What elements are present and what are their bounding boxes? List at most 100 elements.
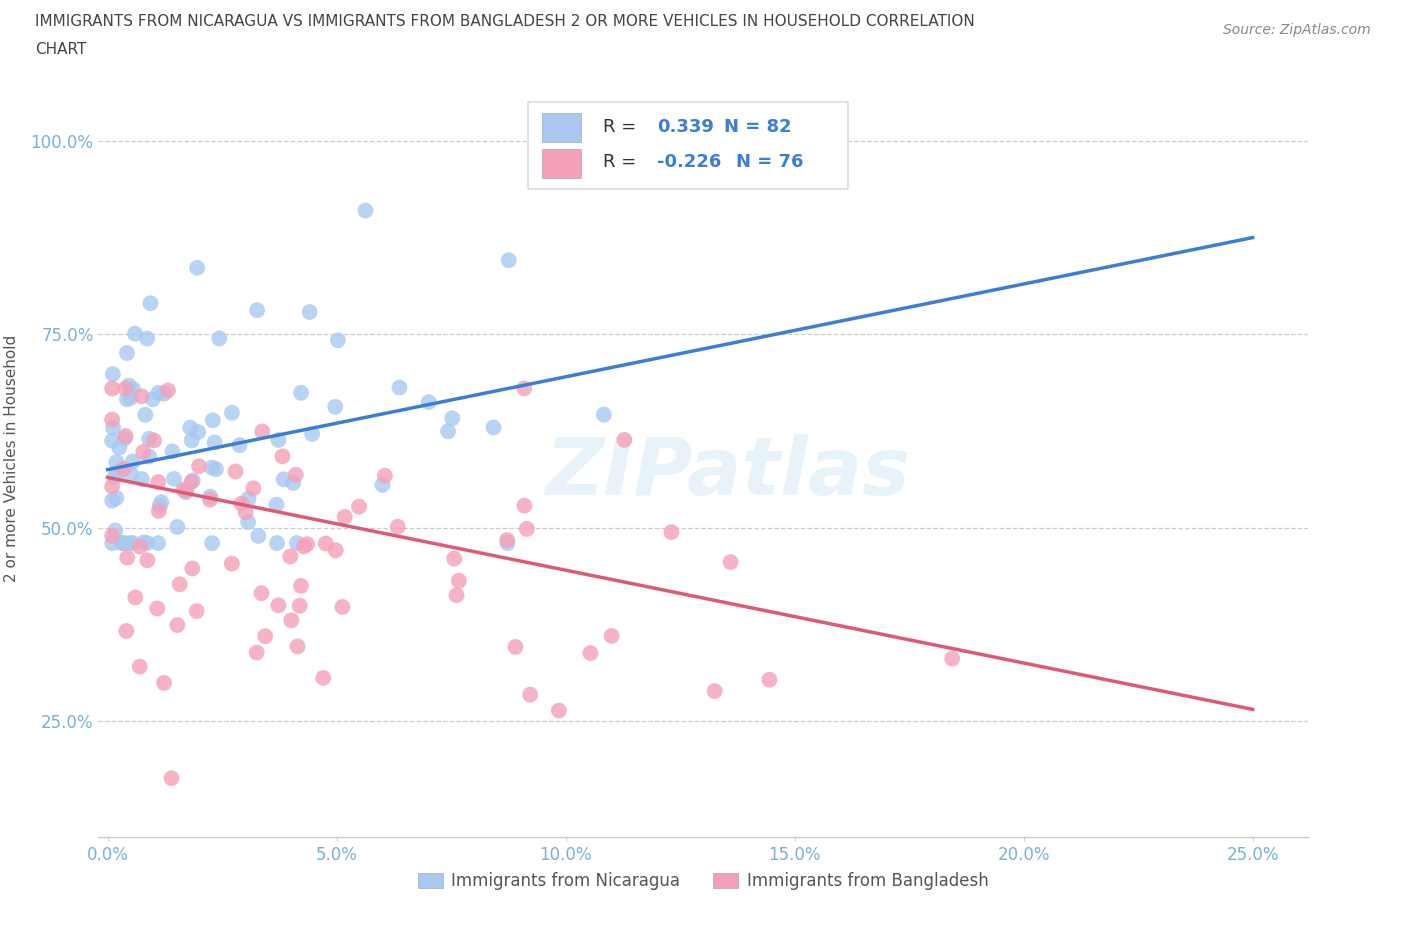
Point (446, 588, 468, 603)
Point (374, 469, 396, 484)
Point (115, 551, 138, 565)
Point (281, 475, 304, 490)
Point (505, 640, 527, 655)
Point (941, 651, 963, 666)
Point (162, 444, 184, 458)
Point (758, 672, 780, 687)
Point (163, 472, 186, 486)
Point (323, 399, 346, 414)
Point (354, 203, 377, 218)
Point (326, 333, 349, 348)
Point (201, 460, 224, 475)
Point (146, 536, 169, 551)
Point (516, 522, 538, 537)
Point (592, 407, 614, 422)
Point (134, 407, 156, 422)
Text: -0.226: -0.226 (657, 153, 721, 171)
Point (267, 432, 290, 447)
Point (332, 600, 354, 615)
Point (312, 671, 335, 685)
Point (246, 645, 269, 660)
Point (437, 424, 460, 439)
Point (186, 604, 208, 618)
Point (149, 498, 172, 513)
Text: CHART: CHART (35, 42, 87, 57)
Point (482, 420, 505, 435)
Point (292, 539, 315, 554)
Point (301, 427, 323, 442)
Point (200, 489, 222, 504)
Legend: Immigrants from Nicaragua, Immigrants from Bangladesh: Immigrants from Nicaragua, Immigrants fr… (411, 866, 995, 897)
Point (205, 461, 228, 476)
Point (120, 467, 142, 482)
Point (180, 474, 202, 489)
Point (139, 296, 162, 311)
Point (166, 520, 188, 535)
Point (188, 458, 211, 473)
Text: Source: ZipAtlas.com: Source: ZipAtlas.com (1223, 23, 1371, 37)
Point (720, 554, 742, 569)
Point (267, 598, 290, 613)
Y-axis label: 2 or more Vehicles in Household: 2 or more Vehicles in Household (4, 335, 20, 581)
Point (235, 505, 257, 520)
Point (496, 536, 519, 551)
FancyBboxPatch shape (543, 113, 581, 142)
Point (290, 578, 312, 593)
FancyBboxPatch shape (543, 149, 581, 178)
Point (179, 420, 201, 435)
Point (104, 523, 127, 538)
Point (114, 536, 136, 551)
Point (136, 331, 159, 346)
Point (107, 466, 129, 481)
Text: ZIPatlas: ZIPatlas (544, 434, 910, 512)
Point (273, 472, 295, 486)
Point (371, 477, 394, 492)
Point (138, 432, 160, 446)
Point (146, 601, 169, 616)
Point (122, 454, 145, 469)
Point (169, 577, 191, 591)
Point (120, 536, 142, 551)
Point (613, 432, 636, 447)
Point (298, 305, 321, 320)
Point (115, 346, 138, 361)
Point (347, 499, 370, 514)
Point (387, 519, 409, 534)
Point (288, 598, 311, 613)
Point (118, 379, 141, 393)
Point (513, 381, 536, 396)
Point (201, 413, 224, 428)
Point (447, 573, 470, 588)
Point (315, 536, 337, 551)
Point (242, 481, 264, 496)
Point (101, 433, 124, 448)
Point (204, 435, 226, 450)
Point (181, 473, 204, 488)
Point (174, 483, 197, 498)
Point (114, 381, 136, 396)
Point (101, 420, 124, 435)
Point (148, 385, 170, 400)
Point (101, 528, 124, 543)
Point (121, 536, 143, 551)
Point (290, 385, 312, 400)
Point (143, 433, 166, 448)
Point (284, 468, 307, 483)
Point (124, 326, 146, 341)
Point (153, 675, 176, 690)
Point (295, 537, 318, 551)
Text: IMMIGRANTS FROM NICARAGUA VS IMMIGRANTS FROM BANGLADESH 2 OR MORE VEHICLES IN HO: IMMIGRANTS FROM NICARAGUA VS IMMIGRANTS … (35, 14, 974, 29)
Point (142, 392, 165, 406)
Point (124, 590, 146, 604)
Point (101, 536, 124, 551)
Point (280, 613, 302, 628)
Point (114, 429, 136, 444)
Text: R =: R = (603, 118, 641, 136)
Point (103, 470, 125, 485)
Point (201, 536, 224, 551)
Point (153, 386, 176, 401)
Point (266, 498, 288, 512)
Point (600, 629, 623, 644)
Point (333, 510, 356, 525)
Point (156, 383, 179, 398)
